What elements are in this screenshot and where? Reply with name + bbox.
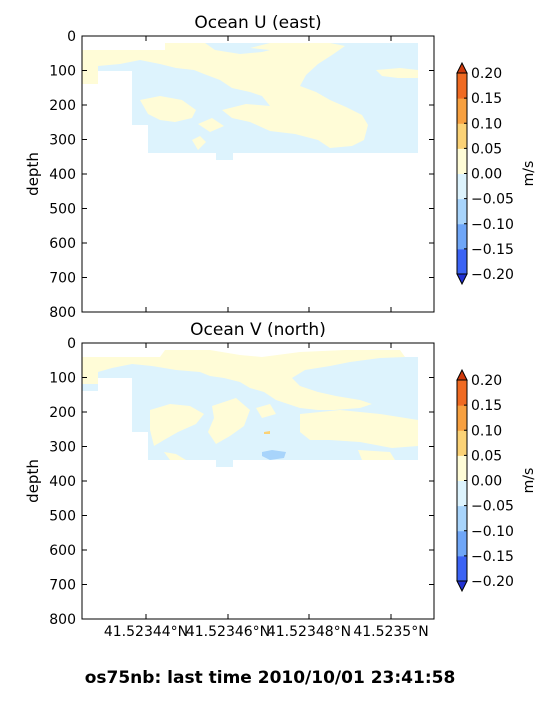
colorbar-tick-label: −0.05 [471, 192, 514, 208]
colorbar-band [457, 73, 467, 99]
y-tick-label: 300 [49, 440, 76, 456]
region-positive-ocean-u-1 [82, 43, 368, 148]
colorbar-tick-label: 0.10 [471, 423, 502, 439]
y-tick-label: 600 [49, 543, 76, 559]
x-tick-label: 41.52346°N [186, 624, 270, 640]
colorbar-tick-label: 0.15 [471, 398, 502, 414]
region-positive-ocean-v-7 [358, 450, 395, 460]
y-tick-label: 200 [49, 98, 76, 114]
colorbar-tick-label: 0.15 [471, 91, 502, 107]
y-tick-label: 500 [49, 509, 76, 525]
contour-fill-ocean-v [82, 350, 418, 467]
colorbar-band [457, 405, 467, 431]
colorbar-band [457, 380, 467, 406]
x-tick-label: 41.52344°N [104, 624, 188, 640]
y-tick-label: 400 [49, 167, 76, 183]
colorbar-label: m/s [521, 161, 537, 187]
region-positive-ocean-v-8 [264, 431, 270, 434]
region-positive-ocean-u-2 [140, 96, 196, 122]
x-tick-label: 41.5235°N [353, 624, 428, 640]
region-positive-ocean-u-5 [192, 136, 206, 150]
y-tick-label: 500 [49, 202, 76, 218]
y-ticks-ocean-v: 0 100 200 300 400 500 600 700 800 [49, 336, 434, 628]
region-positive-ocean-v-1 [82, 350, 405, 410]
x-tick-marks-ocean-v [145, 343, 392, 619]
x-tick-marks-ocean-u [145, 36, 392, 312]
y-ticks-ocean-u: 0 100 200 300 400 500 600 700 800 [49, 29, 434, 321]
colorbar-tick-label: −0.05 [471, 499, 514, 515]
region-positive-ocean-v-3 [208, 398, 250, 444]
colorbar-tick-label: −0.20 [471, 574, 514, 590]
colorbar-tick-label: 0.05 [471, 448, 502, 464]
panel-title-ocean-v: Ocean V (north) [190, 320, 326, 340]
region-positive-ocean-v-2 [150, 404, 204, 446]
y-tick-label: 800 [49, 612, 76, 628]
region-positive-ocean-u-6 [198, 118, 224, 132]
colorbar-tick-label: 0.20 [471, 373, 502, 389]
colorbar-under-arrow [456, 580, 468, 593]
colorbar-band [457, 455, 467, 481]
y-tick-label: 0 [67, 336, 76, 352]
colorbar-tick-label: −0.15 [471, 242, 514, 258]
colorbar-ocean-v: 0.20 0.15 0.10 0.05 0.00 −0.05 −0.10 −0.15 −0.20… [456, 368, 537, 593]
contour-fill-ocean-u [82, 43, 418, 160]
panel-ocean-v: Ocean V (north) 0 100 200 300 400 500 600 700 80… [24, 320, 537, 640]
y-tick-label: 100 [49, 371, 76, 387]
colorbar-band [457, 223, 467, 250]
region-positive-ocean-v-5 [256, 404, 276, 418]
colorbar-band [457, 530, 467, 557]
region-positive-ocean-u-4 [376, 68, 418, 78]
colorbar-over-arrow [456, 368, 468, 381]
colorbar-label: m/s [521, 468, 537, 494]
colorbar-band [457, 98, 467, 124]
y-tick-label: 600 [49, 236, 76, 252]
y-tick-label: 400 [49, 474, 76, 490]
colorbar-over-arrow [456, 61, 468, 74]
y-tick-label: 800 [49, 305, 76, 321]
region-positive-ocean-u-3 [250, 66, 285, 76]
colorbar-tick-label: −0.15 [471, 549, 514, 565]
colorbar-tick-label: 0.05 [471, 141, 502, 157]
y-tick-label: 700 [49, 578, 76, 594]
region-positive-ocean-v-4 [300, 410, 418, 448]
colorbar-band [457, 173, 467, 200]
colorbar-band [457, 248, 467, 275]
region-strong-negative-ocean-v [262, 450, 286, 460]
x-tick-label: 41.52348°N [267, 624, 351, 640]
colorbar-tick-label: −0.10 [471, 217, 514, 233]
footer-caption: os75nb: last time 2010/10/01 23:41:58 [85, 668, 456, 688]
colorbar-band [457, 480, 467, 507]
colorbar-band [457, 505, 467, 532]
y-tick-label: 300 [49, 133, 76, 149]
colorbar-tick-label: 0.10 [471, 116, 502, 132]
colorbar-tick-label: −0.20 [471, 267, 514, 283]
y-axis-label-ocean-u: depth [24, 152, 42, 196]
y-tick-label: 100 [49, 64, 76, 80]
y-tick-label: 0 [67, 29, 76, 45]
colorbar-band [457, 148, 467, 174]
colorbar-band [457, 198, 467, 225]
panel-ocean-u: Ocean U (east) 0 100 200 300 400 500 600 700 800… [24, 13, 537, 321]
colorbar-under-arrow [456, 273, 468, 286]
y-tick-label: 700 [49, 271, 76, 287]
colorbar-tick-label: 0.20 [471, 66, 502, 82]
x-tick-labels-ocean-v: 41.52344°N41.52346°N41.52348°N 41.5235°N [104, 624, 429, 640]
region-positive-ocean-v-6 [164, 452, 186, 460]
colorbar-tick-label: 0.00 [471, 474, 502, 490]
colorbar-tick-label: 0.00 [471, 167, 502, 183]
colorbar-band [457, 555, 467, 582]
panel-title-ocean-u: Ocean U (east) [194, 13, 321, 33]
y-tick-label: 200 [49, 405, 76, 421]
colorbar-ocean-u: 0.20 0.15 0.10 0.05 0.00 −0.05 −0.10 −0.15 −0.20… [456, 61, 537, 286]
colorbar-band [457, 123, 467, 149]
colorbar-band [457, 430, 467, 456]
y-axis-label-ocean-v: depth [24, 459, 42, 503]
colorbar-tick-label: −0.10 [471, 524, 514, 540]
region-positive-ocean-u-7 [82, 70, 98, 84]
